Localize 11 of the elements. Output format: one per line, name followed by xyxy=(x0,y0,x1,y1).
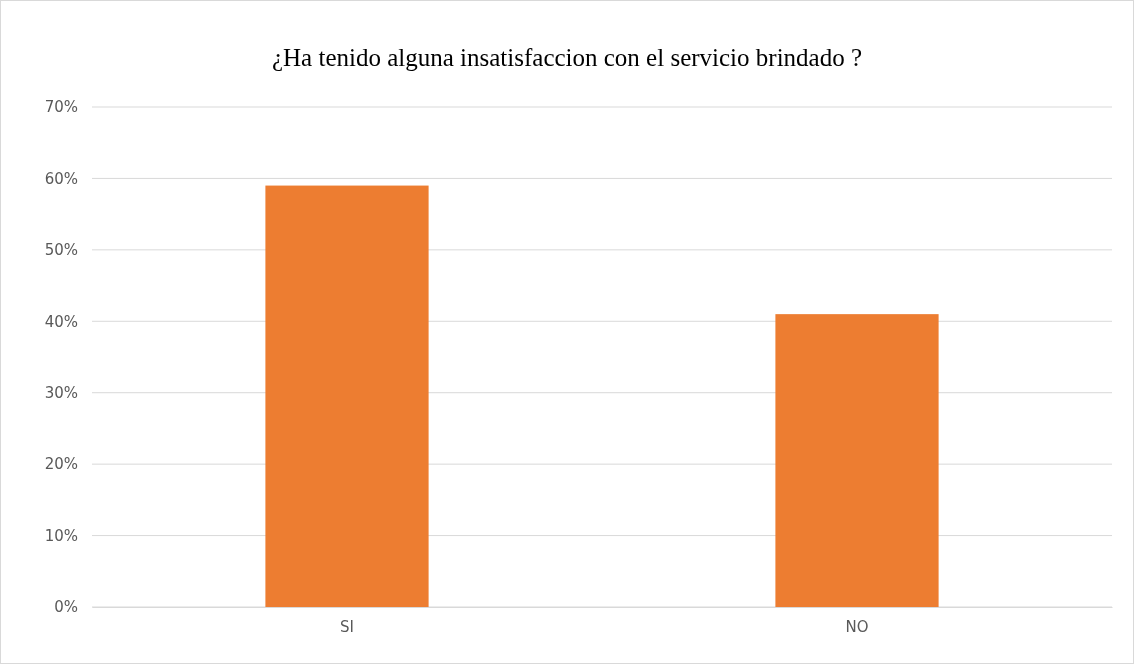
y-tick-label: 70% xyxy=(44,98,78,117)
y-tick-label: 50% xyxy=(44,241,78,260)
y-tick-label: 60% xyxy=(44,169,78,188)
y-tick-label: 40% xyxy=(44,312,78,331)
y-tick-label: 20% xyxy=(44,455,78,474)
y-tick-label: 10% xyxy=(44,526,78,545)
y-tick-label: 30% xyxy=(44,384,78,403)
y-tick-label: 0% xyxy=(54,598,78,617)
x-tick-label: SI xyxy=(340,617,354,636)
x-tick-label: NO xyxy=(845,617,869,636)
chart-title: ¿Ha tenido alguna insatisfaccion con el servicio brindado ? xyxy=(271,44,863,71)
